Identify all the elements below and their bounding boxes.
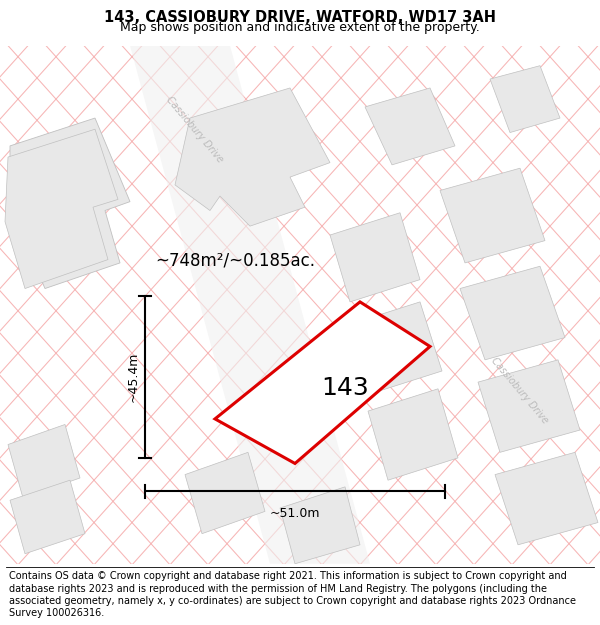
Polygon shape [495,452,598,545]
Polygon shape [330,213,420,302]
Polygon shape [365,88,455,165]
Polygon shape [175,88,330,226]
Text: 143, CASSIOBURY DRIVE, WATFORD, WD17 3AH: 143, CASSIOBURY DRIVE, WATFORD, WD17 3AH [104,10,496,25]
Text: ~51.0m: ~51.0m [270,507,320,520]
Polygon shape [5,129,118,289]
Polygon shape [185,452,265,534]
Polygon shape [10,480,85,554]
Polygon shape [130,46,370,564]
Polygon shape [460,266,565,360]
Text: Cassiobury Drive: Cassiobury Drive [490,356,551,426]
Text: Map shows position and indicative extent of the property.: Map shows position and indicative extent… [120,21,480,34]
Polygon shape [490,66,560,132]
Polygon shape [440,168,545,263]
Polygon shape [215,302,430,464]
Text: Cassiobury Drive: Cassiobury Drive [164,94,226,164]
Text: 143: 143 [321,376,369,400]
Polygon shape [10,118,130,289]
Polygon shape [8,424,80,498]
Text: ~45.4m: ~45.4m [127,352,139,402]
Polygon shape [368,389,458,480]
Text: Contains OS data © Crown copyright and database right 2021. This information is : Contains OS data © Crown copyright and d… [9,571,576,618]
Polygon shape [280,487,360,564]
Polygon shape [478,360,580,452]
Polygon shape [350,302,442,393]
Text: ~748m²/~0.185ac.: ~748m²/~0.185ac. [155,252,315,269]
